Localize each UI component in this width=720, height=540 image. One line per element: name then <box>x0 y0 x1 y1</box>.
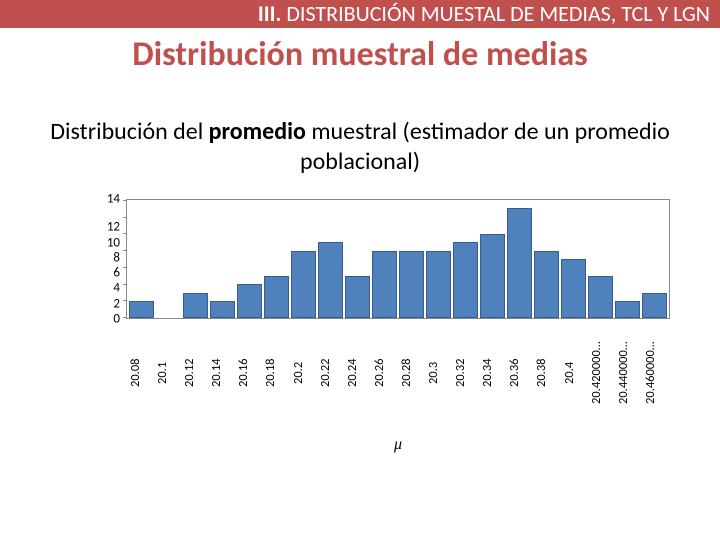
x-tick: 20.38 <box>534 319 559 429</box>
bar <box>399 251 424 318</box>
x-tick: 20.440000… <box>616 319 641 429</box>
bar <box>291 251 316 318</box>
x-tick: 20.14 <box>209 319 234 429</box>
bar <box>183 293 208 318</box>
x-tick: 20.12 <box>182 319 207 429</box>
x-axis-label: μ <box>126 435 670 454</box>
bar <box>372 251 397 318</box>
plot-area <box>126 199 670 319</box>
y-tick: 0 <box>113 312 120 325</box>
bar <box>507 208 532 318</box>
y-tick: 14 <box>107 193 120 206</box>
x-tick: 20.24 <box>345 319 370 429</box>
bar <box>480 234 505 318</box>
x-tick: 20.36 <box>507 319 532 429</box>
bar <box>426 251 451 318</box>
bar <box>129 301 154 318</box>
bar <box>318 242 343 318</box>
x-tick: 20.1 <box>155 319 180 429</box>
y-tick: 4 <box>113 282 120 295</box>
bar <box>264 276 289 318</box>
x-tick: 20.22 <box>318 319 343 429</box>
bar <box>453 242 478 318</box>
subtitle-bold: promedio <box>209 117 306 146</box>
bar <box>345 276 370 318</box>
y-tick: 8 <box>113 251 120 264</box>
slide-banner: III. DISTRIBUCIÓN MUESTAL DE MEDIAS, TCL… <box>0 0 720 28</box>
x-tick: 20.2 <box>291 319 316 429</box>
x-tick: 20.08 <box>128 319 153 429</box>
x-tick: 20.34 <box>480 319 505 429</box>
bar <box>210 301 235 318</box>
x-tick: 20.32 <box>453 319 478 429</box>
banner-text: DISTRIBUCIÓN MUESTAL DE MEDIAS, TCL Y LG… <box>281 0 710 27</box>
slide-subtitle: Distribución del promedio muestral (esti… <box>30 117 690 177</box>
x-tick: 20.18 <box>263 319 288 429</box>
y-tick: 12 <box>107 221 120 234</box>
bar <box>642 293 667 318</box>
x-tick: 20.3 <box>426 319 451 429</box>
subtitle-post: muestral (estimador de un promedio pobla… <box>300 117 670 176</box>
bar <box>534 251 559 318</box>
x-tick: 20.28 <box>399 319 424 429</box>
histogram-chart: 02468101214 20.0820.120.1220.1420.1620.1… <box>100 199 670 454</box>
x-tick: 20.26 <box>372 319 397 429</box>
banner-roman: III. <box>258 0 281 27</box>
bar <box>561 259 586 318</box>
x-axis: 20.0820.120.1220.1420.1620.1820.220.2220… <box>126 319 670 429</box>
x-tick: 20.420000… <box>589 319 614 429</box>
subtitle-pre: Distribución del <box>50 117 208 146</box>
x-tick: 20.460000… <box>643 319 668 429</box>
x-tick: 20.4 <box>562 319 587 429</box>
x-tick: 20.16 <box>236 319 261 429</box>
bar <box>615 301 640 318</box>
y-tick: 6 <box>113 267 120 280</box>
slide-title: Distribución muestral de medias <box>0 34 720 75</box>
y-tick: 2 <box>113 297 120 310</box>
bar <box>237 284 262 318</box>
y-tick: 10 <box>107 236 120 249</box>
bar <box>588 276 613 318</box>
